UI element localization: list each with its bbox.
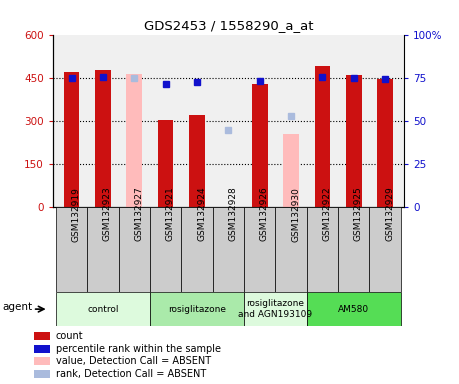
- Bar: [307, 207, 338, 292]
- Bar: [252, 84, 268, 207]
- Text: GSM132930: GSM132930: [291, 187, 300, 242]
- Text: rosiglitazone: rosiglitazone: [168, 305, 226, 314]
- Bar: [275, 207, 307, 292]
- Text: control: control: [87, 305, 119, 314]
- Bar: [95, 70, 111, 207]
- Bar: [118, 207, 150, 292]
- Text: GSM132922: GSM132922: [322, 187, 331, 242]
- Bar: [283, 134, 299, 207]
- Bar: [346, 76, 362, 207]
- Bar: [64, 72, 79, 207]
- Text: rank, Detection Call = ABSENT: rank, Detection Call = ABSENT: [56, 369, 206, 379]
- Bar: [34, 345, 50, 353]
- Text: GSM132928: GSM132928: [229, 187, 237, 242]
- Bar: [87, 207, 118, 292]
- Text: GSM132921: GSM132921: [166, 187, 175, 242]
- Bar: [244, 292, 307, 326]
- Text: GSM132929: GSM132929: [385, 187, 394, 242]
- Text: value, Detection Call = ABSENT: value, Detection Call = ABSENT: [56, 356, 211, 366]
- Bar: [127, 74, 142, 207]
- Text: count: count: [56, 331, 83, 341]
- Bar: [56, 207, 87, 292]
- Bar: [150, 292, 244, 326]
- Text: GSM132923: GSM132923: [103, 187, 112, 242]
- Bar: [150, 207, 181, 292]
- Bar: [158, 119, 174, 207]
- Bar: [56, 292, 150, 326]
- Title: GDS2453 / 1558290_a_at: GDS2453 / 1558290_a_at: [144, 19, 313, 32]
- Bar: [314, 66, 330, 207]
- Text: AM580: AM580: [338, 305, 369, 314]
- Bar: [377, 79, 393, 207]
- Text: agent: agent: [3, 302, 33, 313]
- Bar: [34, 358, 50, 366]
- Text: GSM132926: GSM132926: [260, 187, 269, 242]
- Text: rosiglitazone
and AGN193109: rosiglitazone and AGN193109: [238, 300, 313, 319]
- Bar: [213, 207, 244, 292]
- Text: GSM132924: GSM132924: [197, 187, 206, 242]
- Text: percentile rank within the sample: percentile rank within the sample: [56, 344, 221, 354]
- Text: GSM132925: GSM132925: [354, 187, 363, 242]
- Bar: [244, 207, 275, 292]
- Bar: [307, 292, 401, 326]
- Bar: [181, 207, 213, 292]
- Bar: [338, 207, 369, 292]
- Bar: [189, 115, 205, 207]
- Bar: [34, 333, 50, 341]
- Text: GSM132919: GSM132919: [72, 187, 81, 242]
- Bar: [369, 207, 401, 292]
- Bar: [34, 370, 50, 378]
- Text: GSM132927: GSM132927: [134, 187, 143, 242]
